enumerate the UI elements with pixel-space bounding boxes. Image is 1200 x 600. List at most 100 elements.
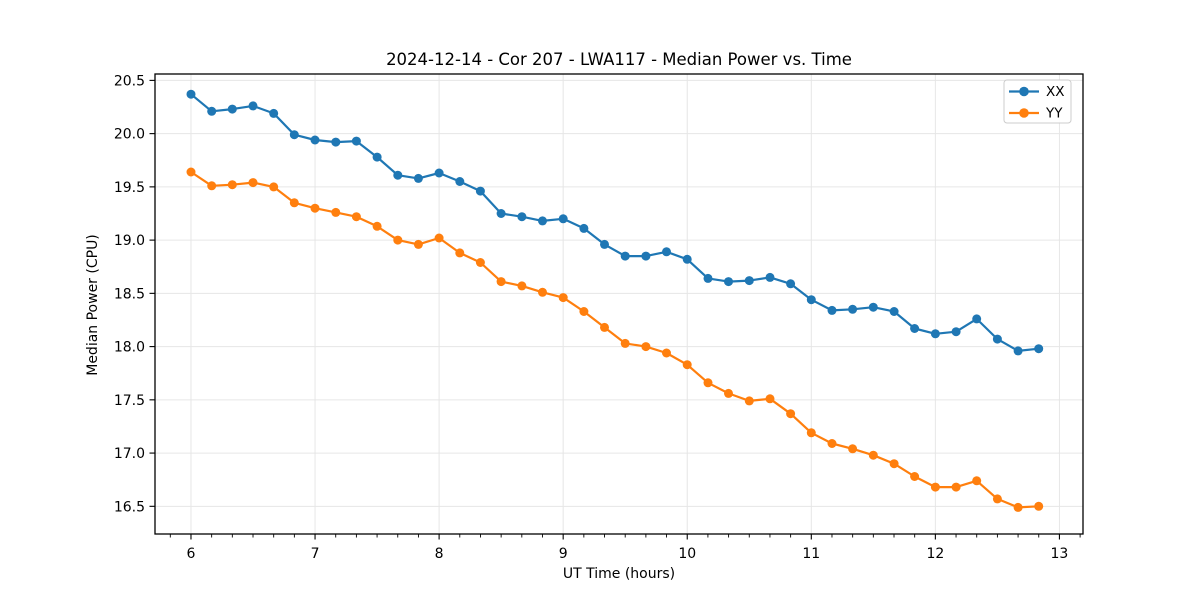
data-point-YY xyxy=(600,322,609,332)
data-point-YY xyxy=(786,409,796,419)
data-point-XX xyxy=(868,302,878,312)
data-point-YY xyxy=(765,394,775,404)
data-point-YY xyxy=(269,182,279,192)
y-tick-label: 20.5 xyxy=(114,73,145,89)
data-point-XX xyxy=(289,130,299,140)
series-line-XX xyxy=(189,93,1040,352)
data-point-XX xyxy=(848,304,858,314)
axes-layer xyxy=(154,73,1084,535)
data-point-XX xyxy=(889,307,899,316)
x-tick-label: 7 xyxy=(311,546,320,562)
data-point-XX xyxy=(600,239,609,249)
data-point-XX xyxy=(1034,344,1044,354)
data-point-XX xyxy=(744,276,754,286)
data-point-XX xyxy=(765,272,775,282)
data-point-XX xyxy=(455,177,465,186)
data-point-YY xyxy=(910,472,920,481)
data-point-YY xyxy=(992,494,1002,504)
data-point-YY xyxy=(1034,501,1044,511)
data-point-YY xyxy=(248,178,258,188)
series-line-YY xyxy=(189,170,1040,509)
y-tick-label: 17.5 xyxy=(114,393,145,409)
y-tick-label: 19.0 xyxy=(114,233,145,249)
chart-title: 2024-12-14 - Cor 207 - LWA117 - Median P… xyxy=(386,50,852,69)
data-point-YY xyxy=(289,198,299,208)
data-point-XX xyxy=(827,305,837,315)
series-layer xyxy=(186,89,1044,512)
data-point-YY xyxy=(186,167,196,177)
data-point-XX xyxy=(992,334,1002,344)
data-point-YY xyxy=(517,281,527,291)
data-point-YY xyxy=(207,181,217,191)
y-tick-label: 18.0 xyxy=(114,340,145,356)
data-point-YY xyxy=(475,258,485,267)
data-point-YY xyxy=(496,277,506,287)
data-point-YY xyxy=(703,378,713,388)
data-point-YY xyxy=(372,221,382,231)
x-tick-label: 6 xyxy=(187,546,196,562)
y-tick-label: 17.0 xyxy=(114,446,145,462)
data-point-XX xyxy=(517,212,527,222)
plot-frame xyxy=(154,73,1084,535)
data-point-YY xyxy=(848,444,858,454)
data-point-XX xyxy=(724,277,733,287)
x-tick-label: 12 xyxy=(926,546,944,562)
y-tick-label: 18.5 xyxy=(114,286,145,302)
data-point-YY xyxy=(744,396,754,406)
data-point-XX xyxy=(186,89,196,99)
data-point-XX xyxy=(248,101,258,111)
data-point-YY xyxy=(455,248,465,258)
y-tick-label: 16.5 xyxy=(114,499,145,515)
data-point-YY xyxy=(951,482,961,492)
data-point-XX xyxy=(1013,346,1023,356)
data-point-XX xyxy=(393,170,403,180)
data-point-XX xyxy=(269,108,279,118)
data-point-YY xyxy=(393,235,403,245)
data-point-YY xyxy=(1013,502,1023,512)
grid-layer xyxy=(155,74,1083,534)
y-tick-label: 20.0 xyxy=(114,127,145,143)
data-point-XX xyxy=(703,273,713,283)
data-point-XX xyxy=(620,251,630,261)
data-point-XX xyxy=(972,314,982,324)
x-tick-label: 8 xyxy=(435,546,444,562)
data-point-XX xyxy=(331,137,341,147)
data-point-XX xyxy=(351,136,361,146)
data-point-XX xyxy=(538,216,547,226)
data-point-YY xyxy=(641,342,651,352)
data-point-XX xyxy=(579,223,589,233)
data-point-XX xyxy=(413,173,423,183)
legend-marker xyxy=(1019,86,1029,97)
data-point-XX xyxy=(558,214,568,224)
data-point-YY xyxy=(558,293,568,303)
data-point-YY xyxy=(351,212,361,222)
data-point-XX xyxy=(930,329,940,339)
data-point-XX xyxy=(496,209,506,218)
data-point-YY xyxy=(434,233,444,243)
data-point-YY xyxy=(413,239,423,249)
data-point-YY xyxy=(331,207,341,217)
data-point-YY xyxy=(806,428,816,438)
data-point-YY xyxy=(579,307,589,316)
data-point-XX xyxy=(951,327,961,337)
data-point-XX xyxy=(910,324,920,333)
legend-label: XX xyxy=(1046,84,1065,100)
data-point-YY xyxy=(227,180,237,190)
data-point-XX xyxy=(434,168,444,178)
data-point-YY xyxy=(724,388,733,398)
x-tick-label: 9 xyxy=(559,546,568,562)
data-point-YY xyxy=(930,482,940,492)
data-point-YY xyxy=(662,348,671,358)
x-tick-label: 13 xyxy=(1051,546,1069,562)
legend-marker xyxy=(1019,108,1029,118)
data-point-YY xyxy=(868,450,878,460)
data-point-XX xyxy=(641,251,651,261)
data-point-XX xyxy=(682,254,692,264)
data-point-YY xyxy=(972,476,982,486)
data-point-YY xyxy=(889,459,899,469)
data-point-YY xyxy=(827,439,837,448)
x-tick-label: 10 xyxy=(678,546,696,562)
data-point-YY xyxy=(538,287,547,297)
data-point-XX xyxy=(786,279,796,289)
